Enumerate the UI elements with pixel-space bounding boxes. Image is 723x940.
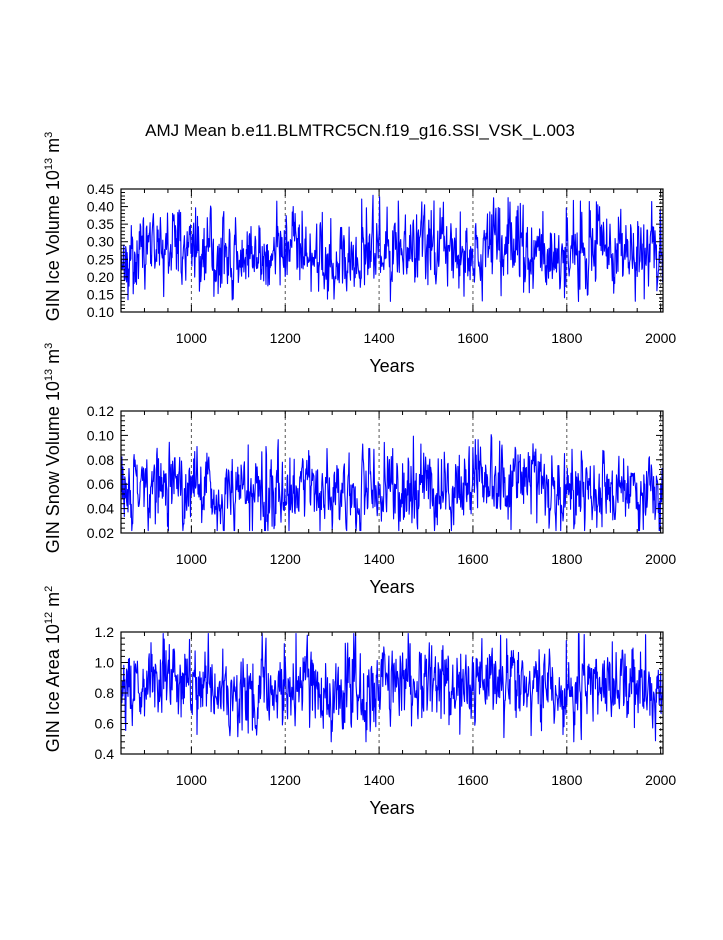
- x-tick-label: 1600: [457, 330, 488, 346]
- series-line: [120, 194, 664, 303]
- x-tick-label: 1200: [270, 551, 301, 567]
- y-tick-label: 0.10: [87, 304, 114, 320]
- panel-1: 1000 1200 1400 1600 1800 2000 0.10 0.150.20 0.25…: [43, 132, 676, 376]
- x-tick-label: 1200: [270, 772, 301, 788]
- figure-title: AMJ Mean b.e11.BLMTRC5CN.f19_g16.SSI_VSK…: [145, 121, 575, 140]
- y-tick-label: 1.2: [95, 624, 115, 640]
- y-tick-label: 0.8: [95, 685, 115, 701]
- y-tick-label: 0.25: [87, 251, 114, 267]
- series-line: [120, 434, 664, 532]
- x-tick-label: 1400: [364, 330, 395, 346]
- x-axis-label: Years: [369, 798, 414, 818]
- y-tick-label: 0.12: [87, 403, 114, 419]
- x-tick-label: 1600: [457, 772, 488, 788]
- x-axis-label: Years: [369, 577, 414, 597]
- y-tick-label: 0.02: [87, 525, 114, 541]
- x-tick-label: 2000: [645, 330, 676, 346]
- x-axis-label: Years: [369, 356, 414, 376]
- y-tick-label: 0.15: [87, 286, 114, 302]
- y-tick-label: 0.40: [87, 199, 114, 215]
- x-tick-label: 1000: [176, 551, 207, 567]
- y-tick-label: 0.6: [95, 716, 115, 732]
- y-tick-label: 0.04: [87, 501, 114, 517]
- panel-3: 1000 1200 1400 1600 1800 2000 0.4 0.6 0.8 1.0 1.2 Y…: [43, 586, 676, 818]
- panel-2: 1000 1200 1400 1600 1800 2000 0.02 0.04 0.06 0.08…: [43, 343, 676, 597]
- x-tick-label: 1800: [551, 772, 582, 788]
- y-tick-label: 0.06: [87, 476, 114, 492]
- y-tick-label: 0.4: [95, 746, 115, 762]
- x-tick-label: 1000: [176, 772, 207, 788]
- x-tick-label: 1600: [457, 551, 488, 567]
- y-tick-label: 0.10: [87, 427, 114, 443]
- y-axis-label: GIN Snow Volume 1013 m3: [43, 343, 63, 553]
- x-tick-label: 1400: [364, 772, 395, 788]
- y-axis-label: GIN Ice Area 1012 m2: [43, 586, 63, 752]
- y-tick-label: 0.30: [87, 234, 114, 250]
- x-tick-label: 2000: [645, 772, 676, 788]
- plot-frame: [120, 410, 664, 534]
- y-tick-label: 0.20: [87, 269, 114, 285]
- x-tick-label: 1000: [176, 330, 207, 346]
- x-tick-label: 1800: [551, 551, 582, 567]
- x-tick-label: 1800: [551, 330, 582, 346]
- y-tick-label: 0.35: [87, 216, 114, 232]
- y-tick-label: 0.45: [87, 181, 114, 197]
- plot-frame: [120, 188, 664, 313]
- series-line: [120, 632, 664, 743]
- x-tick-label: 2000: [645, 551, 676, 567]
- x-tick-label: 1200: [270, 330, 301, 346]
- y-axis-label: GIN Ice Volume 1013 m3: [43, 132, 63, 321]
- y-tick-label: 0.08: [87, 452, 114, 468]
- x-tick-label: 1400: [364, 551, 395, 567]
- y-tick-label: 1.0: [95, 655, 115, 671]
